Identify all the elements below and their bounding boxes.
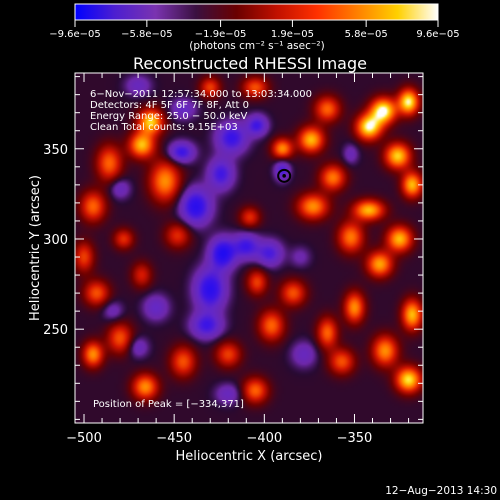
heatmap-raster (75, 73, 423, 423)
x-tick-label: −350 (337, 431, 373, 446)
annotation-energy-range: Energy Range: 25.0 − 50.0 keV (90, 111, 247, 122)
annotation-detectors: Detectors: 4F 5F 6F 7F 8F, Att 0 (90, 100, 249, 111)
annotation-time-range: 6−Nov−2011 12:57:34.000 to 13:03:34.000 (90, 89, 312, 100)
y-axis-label: Heliocentric Y (arcsec) (28, 175, 43, 321)
colorbar-tick-label: −9.6e−05 (49, 29, 101, 40)
footer-date: 12−Aug−2013 14:30 (385, 485, 497, 497)
marker-icon (277, 168, 292, 183)
chart-title: Reconstructed RHESSI Image (133, 54, 367, 73)
y-tick-label: 350 (43, 143, 68, 158)
colorbar-ticks: −9.6e−05 −5.8e−05 −1.9e−05 1.9e−05 5.8e−05 9.… (49, 20, 460, 40)
x-tick-label: −400 (246, 431, 282, 446)
x-axis-ticks: −500 −450 −400 −350 (66, 73, 410, 446)
colorbar-tick-label: 5.8e−05 (345, 29, 388, 40)
heatmap-image (75, 73, 423, 423)
annotation-block: 6−Nov−2011 12:57:34.000 to 13:03:34.000 … (90, 89, 312, 133)
colorbar-tick-label: 9.6e−05 (416, 29, 459, 40)
colorbar-tick-label: −5.8e−05 (121, 29, 173, 40)
marker-ring (277, 168, 292, 183)
y-axis-ticks: 250 300 350 (43, 76, 423, 420)
y-tick-label: 250 (43, 323, 68, 338)
x-axis-label: Heliocentric X (arcsec) (176, 449, 323, 464)
annotation-total-counts: Clean Total counts: 9.15E+03 (90, 122, 238, 133)
colorbar-tick-label: −1.9e−05 (195, 29, 247, 40)
x-tick-label: −500 (66, 431, 102, 446)
colorbar-bar (74, 3, 439, 21)
colorbar-unit-label: (photons cm⁻² s⁻¹ asec⁻²) (189, 40, 324, 52)
colorbar: −9.6e−05 −5.8e−05 −1.9e−05 1.9e−05 5.8e−05 9.… (49, 3, 460, 52)
x-tick-label: −450 (156, 431, 192, 446)
y-tick-label: 300 (43, 233, 68, 248)
peak-position-label: Position of Peak = [−334,371] (93, 399, 244, 410)
plot-frame (74, 72, 424, 424)
colorbar-tick-label: 1.9e−05 (271, 29, 314, 40)
marker-dot (282, 174, 286, 178)
